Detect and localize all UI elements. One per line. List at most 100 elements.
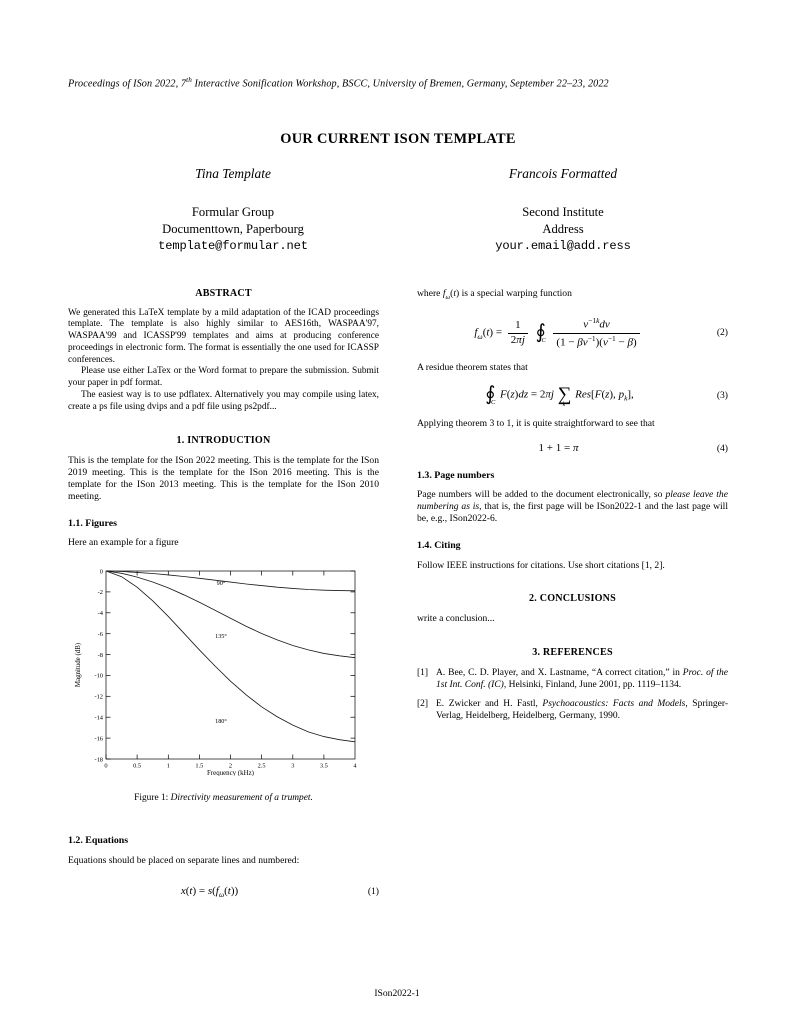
page-numbers-body: Page numbers will be added to the docume…: [417, 489, 728, 525]
x-axis-ticks: [105, 571, 325, 760]
svg-text:-16: -16: [94, 736, 103, 743]
running-header-post: Interactive Sonification Workshop, BSCC,…: [191, 78, 609, 90]
page-numbers-part2: , that is, the first page will be ISon20…: [417, 501, 728, 525]
y-tick-labels: 0 -2 -4 -6 -8 -10 -12 -14 -16 -18: [94, 568, 103, 763]
figure-caption-text: Directivity measurement of a trumpet.: [170, 793, 313, 804]
reference-post: , Springer-Verlag, Heidelberg, Heidelber…: [436, 698, 728, 721]
reference-tag: [2]: [417, 698, 429, 709]
applying-lead: Applying theorem 3 to 1, it is quite str…: [417, 417, 655, 429]
abstract-paragraph: The easiest way is to use pdflatex. Alte…: [68, 389, 379, 412]
reference-pre: A. Bee, C. D. Player, and X. Lastname, “…: [436, 667, 683, 678]
equation-3-number: (3): [716, 389, 728, 401]
equation-1-number: (1): [367, 886, 379, 898]
right-column: where fω(t) is a special warping functio…: [417, 288, 728, 729]
figure-1: 0 -2 -4 -6 -8 -10 -12 -14 -16 -18 0 0.5 …: [68, 561, 379, 805]
reference-item: [1] A. Bee, C. D. Player, and X. Lastnam…: [417, 667, 728, 691]
reference-post: , Helsinki, Finland, June 2001, pp. 1119…: [503, 679, 682, 690]
reference-text: E. Zwicker and H. Fastl, Psychoacoustics…: [436, 698, 728, 722]
svg-text:-12: -12: [94, 694, 103, 701]
series-label-180: 180°: [215, 718, 227, 725]
y-axis-label: Magnitude (dB): [75, 643, 82, 687]
author-affiliation-line2: Address: [542, 222, 584, 237]
svg-text:-10: -10: [94, 673, 103, 680]
citing-body: Follow IEEE instructions for citations. …: [417, 560, 665, 571]
residue-lead: A residue theorem states that: [417, 362, 528, 374]
equations-subsection-heading: 1.2. Equations: [68, 835, 129, 847]
series-curve-135: [105, 570, 356, 659]
page-numbers-part1: Page numbers will be added to the docume…: [417, 489, 666, 501]
reference-text: A. Bee, C. D. Player, and X. Lastname, “…: [436, 667, 728, 691]
author-name: Francois Formatted: [508, 166, 618, 181]
warping-lead: where fω(t) is a special warping functio…: [417, 288, 572, 301]
figures-body: Here an example for a figure: [68, 537, 179, 549]
author-affiliation-line1: Second Institute: [522, 205, 604, 219]
reference-italic: Proc. of the 1st Int. Conf. (IC): [436, 667, 729, 690]
svg-text:-6: -6: [98, 631, 103, 638]
reference-item: [2] E. Zwicker and H. Fastl, Psychoacous…: [417, 698, 728, 722]
author-affiliation-line2: Documenttown, Paperbourg: [162, 222, 304, 237]
warping-symbol: f: [442, 288, 446, 299]
figures-subsection-heading: 1.1. Figures: [68, 517, 117, 529]
svg-text:2.5: 2.5: [258, 763, 266, 770]
equation-2: fω(t) = 1 2πj ∮ C ν−1kdν (1 − βν−1)(ν−1 − …: [417, 316, 728, 350]
reference-tag: [1]: [417, 667, 429, 678]
references-heading: 3. REFERENCES: [532, 647, 613, 659]
left-column: ABSTRACT We generated this LaTeX templat…: [68, 288, 379, 908]
svg-text:-2: -2: [98, 589, 103, 596]
equation-1-body: x(t) = s(fω(t)): [180, 884, 239, 900]
abstract-body: We generated this LaTeX template by a mi…: [68, 308, 379, 413]
author-block: Tina Template Formular Group Documenttow…: [68, 166, 728, 253]
svg-text:3: 3: [291, 763, 294, 770]
figure-caption-prefix: Figure 1:: [134, 793, 171, 804]
series-label-135: 135°: [215, 633, 227, 640]
author-email[interactable]: template@formular.net: [158, 239, 308, 254]
svg-text:1: 1: [167, 763, 170, 770]
citing-subsection-heading: 1.4. Citing: [417, 540, 461, 552]
abstract-heading: ABSTRACT: [195, 288, 252, 299]
svg-text:-8: -8: [98, 652, 103, 659]
introduction-body: This is the template for the ISon 2022 m…: [68, 455, 379, 503]
equation-4-number: (4): [716, 442, 728, 454]
abstract-paragraph: We generated this LaTeX template by a mi…: [68, 307, 379, 365]
svg-text:0: 0: [104, 763, 107, 770]
equation-4: 1 + 1 = π (4): [417, 442, 728, 456]
svg-text:0.5: 0.5: [133, 763, 141, 770]
equation-4-body: 1 + 1 = π: [538, 441, 579, 454]
abstract-paragraph: Please use either LaTex or the Word form…: [68, 366, 379, 389]
series-curve-180: [105, 570, 356, 743]
equation-1: x(t) = s(fω(t)) (1): [68, 885, 379, 900]
author-name: Tina Template: [195, 166, 271, 181]
warping-lead-pre: where: [417, 288, 443, 299]
svg-text:-14: -14: [94, 715, 103, 722]
author-column-1: Tina Template Formular Group Documenttow…: [68, 166, 398, 253]
svg-text:-18: -18: [94, 756, 103, 763]
warping-lead-post: is a special warping function: [459, 288, 572, 299]
page-title: OUR CURRENT ISON TEMPLATE: [280, 131, 516, 147]
introduction-heading: 1. INTRODUCTION: [176, 435, 271, 447]
svg-text:2: 2: [229, 763, 232, 770]
author-email[interactable]: your.email@add.ress: [495, 239, 631, 254]
running-header-ordinal: th: [186, 76, 192, 84]
directivity-chart: 0 -2 -4 -6 -8 -10 -12 -14 -16 -18 0 0.5 …: [75, 568, 357, 777]
series-curve-90: [105, 570, 356, 592]
reference-italic: Psychoacoustics: Facts and Models: [542, 698, 686, 709]
equation-3: ∮ C F(z)dz = 2πj ∑ k Res[F(z), pk], (3): [417, 384, 728, 409]
reference-pre: E. Zwicker and H. Fastl,: [436, 698, 543, 709]
equation-2-number: (2): [716, 327, 728, 339]
svg-text:0: 0: [100, 568, 103, 575]
svg-text:1.5: 1.5: [195, 763, 203, 770]
svg-text:-4: -4: [98, 610, 104, 617]
conclusions-heading: 2. CONCLUSIONS: [529, 593, 616, 605]
x-tick-labels: 0 0.5 1 1.5 2 2.5 3 3.5 4: [104, 763, 357, 770]
series-label-90: 90°: [217, 580, 226, 587]
svg-text:3.5: 3.5: [320, 763, 328, 770]
conclusions-body: write a conclusion...: [417, 612, 495, 624]
page-footer: ISon2022-1: [374, 988, 420, 999]
running-header: Proceedings of ISon 2022, 7th Interactiv…: [68, 76, 728, 89]
svg-text:4: 4: [353, 763, 357, 770]
page-numbers-subsection-heading: 1.3. Page numbers: [417, 469, 495, 481]
page-numbers-italic: please leave the numbering as is: [417, 489, 728, 513]
y-axis-ticks: [106, 570, 355, 760]
equation-3-body: ∮ C F(z)dz = 2πj ∑ k Res[F(z), pk],: [485, 384, 634, 409]
